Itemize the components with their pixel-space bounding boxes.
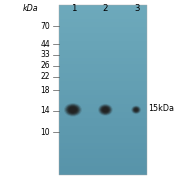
Bar bbox=[59, 115, 147, 118]
Text: 22: 22 bbox=[40, 72, 50, 81]
Bar bbox=[59, 30, 147, 33]
Ellipse shape bbox=[101, 106, 110, 113]
Bar bbox=[59, 95, 147, 98]
Ellipse shape bbox=[104, 108, 107, 111]
Bar bbox=[59, 126, 147, 129]
Bar bbox=[59, 152, 147, 155]
Bar bbox=[59, 141, 147, 143]
Ellipse shape bbox=[103, 108, 108, 112]
Bar bbox=[59, 13, 147, 16]
Ellipse shape bbox=[133, 107, 139, 112]
Bar bbox=[59, 87, 147, 90]
Ellipse shape bbox=[71, 108, 75, 111]
Bar bbox=[59, 160, 147, 163]
Bar bbox=[59, 163, 147, 166]
Text: 18: 18 bbox=[40, 86, 50, 94]
Bar bbox=[59, 50, 147, 53]
Bar bbox=[59, 44, 147, 47]
Bar bbox=[59, 138, 147, 141]
Bar bbox=[59, 56, 147, 58]
Bar bbox=[59, 27, 147, 30]
Bar bbox=[59, 67, 147, 70]
Bar bbox=[59, 158, 147, 160]
Ellipse shape bbox=[132, 106, 141, 114]
Bar bbox=[59, 73, 147, 75]
Text: 14: 14 bbox=[40, 106, 50, 115]
Bar bbox=[59, 4, 147, 175]
Bar bbox=[59, 84, 147, 87]
Text: 26: 26 bbox=[40, 61, 50, 70]
Ellipse shape bbox=[65, 104, 81, 116]
Bar bbox=[59, 64, 147, 67]
Ellipse shape bbox=[134, 108, 139, 112]
Bar bbox=[59, 132, 147, 135]
Text: 70: 70 bbox=[40, 22, 50, 31]
Bar bbox=[59, 33, 147, 36]
Bar bbox=[59, 107, 147, 109]
Bar bbox=[59, 169, 147, 172]
Bar bbox=[59, 172, 147, 175]
Bar bbox=[59, 24, 147, 27]
Bar bbox=[59, 10, 147, 13]
Bar bbox=[59, 143, 147, 146]
Bar bbox=[59, 22, 147, 24]
Bar bbox=[59, 129, 147, 132]
Bar bbox=[59, 61, 147, 64]
Ellipse shape bbox=[100, 105, 111, 114]
Text: 33: 33 bbox=[40, 50, 50, 59]
Ellipse shape bbox=[135, 109, 137, 111]
Bar bbox=[59, 81, 147, 84]
Bar bbox=[59, 90, 147, 92]
Ellipse shape bbox=[64, 103, 82, 117]
Text: 2: 2 bbox=[103, 4, 108, 13]
Bar bbox=[59, 47, 147, 50]
Bar bbox=[59, 146, 147, 149]
Bar bbox=[59, 124, 147, 126]
Text: 10: 10 bbox=[40, 128, 50, 137]
Ellipse shape bbox=[66, 105, 80, 115]
Bar bbox=[59, 101, 147, 104]
Bar bbox=[59, 98, 147, 101]
Ellipse shape bbox=[98, 104, 113, 116]
Bar bbox=[59, 19, 147, 22]
Ellipse shape bbox=[132, 107, 140, 113]
Ellipse shape bbox=[131, 105, 141, 114]
Bar bbox=[59, 121, 147, 124]
Bar bbox=[59, 41, 147, 44]
Bar bbox=[59, 109, 147, 112]
Bar bbox=[59, 92, 147, 95]
Text: 1: 1 bbox=[71, 4, 76, 13]
Bar bbox=[59, 36, 147, 39]
Bar bbox=[59, 4, 147, 7]
Text: 15kDa: 15kDa bbox=[148, 103, 174, 112]
Text: kDa: kDa bbox=[23, 4, 39, 13]
Bar bbox=[59, 135, 147, 138]
Ellipse shape bbox=[134, 108, 138, 111]
Text: 44: 44 bbox=[40, 40, 50, 49]
Ellipse shape bbox=[70, 107, 76, 112]
Bar bbox=[59, 39, 147, 41]
Bar bbox=[59, 7, 147, 10]
Bar bbox=[59, 155, 147, 158]
Bar bbox=[59, 58, 147, 61]
Ellipse shape bbox=[67, 106, 78, 114]
Bar bbox=[59, 166, 147, 169]
Bar bbox=[59, 118, 147, 121]
Ellipse shape bbox=[69, 107, 77, 113]
Bar bbox=[59, 75, 147, 78]
Bar bbox=[59, 112, 147, 115]
Text: 3: 3 bbox=[134, 4, 140, 13]
Bar bbox=[59, 78, 147, 81]
Bar bbox=[59, 149, 147, 152]
Ellipse shape bbox=[99, 105, 112, 115]
Bar bbox=[59, 53, 147, 56]
Bar bbox=[59, 70, 147, 73]
Bar bbox=[59, 16, 147, 19]
Bar bbox=[59, 104, 147, 107]
Ellipse shape bbox=[102, 107, 109, 113]
